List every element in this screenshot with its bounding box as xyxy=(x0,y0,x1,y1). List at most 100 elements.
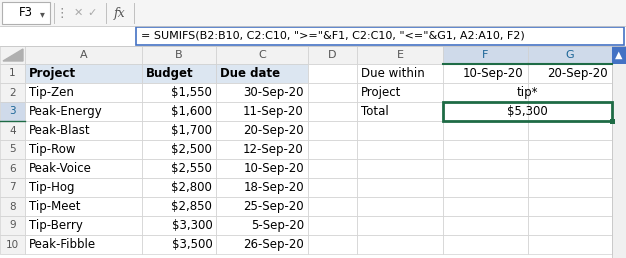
Text: 11-Sep-20: 11-Sep-20 xyxy=(243,105,304,118)
Bar xyxy=(528,83,612,102)
Bar xyxy=(25,178,142,197)
Text: $3,300: $3,300 xyxy=(172,219,212,232)
Text: $1,550: $1,550 xyxy=(172,86,212,99)
Bar xyxy=(216,121,308,140)
Bar xyxy=(528,159,612,178)
Bar xyxy=(25,216,142,235)
Text: E: E xyxy=(396,50,403,60)
Text: 3: 3 xyxy=(9,107,16,117)
Bar xyxy=(308,216,357,235)
Bar xyxy=(0,121,25,140)
Bar xyxy=(142,102,216,121)
Bar xyxy=(0,216,25,235)
Bar xyxy=(25,235,142,254)
Bar xyxy=(610,118,615,124)
Text: $5,300: $5,300 xyxy=(507,105,548,118)
Text: 1: 1 xyxy=(9,69,16,78)
Text: Total: Total xyxy=(361,105,388,118)
Bar xyxy=(25,197,142,216)
Text: ▾: ▾ xyxy=(40,9,45,19)
Text: C: C xyxy=(258,50,266,60)
Bar xyxy=(528,140,612,159)
Bar xyxy=(0,235,25,254)
Text: F3: F3 xyxy=(19,6,33,20)
Text: 10-Sep-20: 10-Sep-20 xyxy=(243,162,304,175)
Text: F: F xyxy=(482,50,488,60)
Bar xyxy=(0,102,25,121)
Bar xyxy=(142,64,216,83)
Bar xyxy=(0,26,626,46)
Bar xyxy=(357,140,443,159)
Bar xyxy=(25,159,142,178)
Bar xyxy=(612,83,626,102)
Bar xyxy=(0,64,25,83)
Bar xyxy=(25,46,142,64)
Bar xyxy=(216,235,308,254)
Text: B: B xyxy=(175,50,183,60)
Text: Peak-Energy: Peak-Energy xyxy=(29,105,103,118)
Text: $2,850: $2,850 xyxy=(172,200,212,213)
Bar xyxy=(216,46,308,64)
Bar xyxy=(308,197,357,216)
Text: $1,700: $1,700 xyxy=(172,124,212,137)
Bar xyxy=(0,46,25,64)
Bar xyxy=(528,216,612,235)
Bar xyxy=(612,159,626,178)
Text: 8: 8 xyxy=(9,201,16,212)
Bar xyxy=(25,140,142,159)
Text: Tip-Row: Tip-Row xyxy=(29,143,76,156)
Bar xyxy=(612,235,626,254)
Text: ✕: ✕ xyxy=(73,8,83,18)
Bar xyxy=(142,121,216,140)
Text: 10: 10 xyxy=(6,239,19,249)
Text: Peak-Fibble: Peak-Fibble xyxy=(29,238,96,251)
Bar xyxy=(443,102,528,121)
Bar xyxy=(528,102,612,121)
Bar xyxy=(443,102,612,121)
Text: 4: 4 xyxy=(9,125,16,135)
Text: 5-Sep-20: 5-Sep-20 xyxy=(250,219,304,232)
Text: 9: 9 xyxy=(9,221,16,230)
Text: A: A xyxy=(80,50,87,60)
Bar xyxy=(2,2,50,24)
Bar xyxy=(357,64,443,83)
Bar xyxy=(528,64,612,83)
Bar xyxy=(528,235,612,254)
Bar xyxy=(612,216,626,235)
Bar xyxy=(357,102,443,121)
Text: $2,800: $2,800 xyxy=(172,181,212,194)
Bar xyxy=(528,178,612,197)
Text: 10-Sep-20: 10-Sep-20 xyxy=(463,67,523,80)
Text: Due within: Due within xyxy=(361,67,424,80)
Bar xyxy=(612,178,626,197)
Text: Tip-Hog: Tip-Hog xyxy=(29,181,74,194)
Bar xyxy=(443,178,528,197)
Text: ⋮: ⋮ xyxy=(56,6,68,20)
Bar xyxy=(216,216,308,235)
Bar xyxy=(216,102,308,121)
Bar xyxy=(0,83,25,102)
Bar xyxy=(612,46,626,64)
Text: fx: fx xyxy=(114,6,126,20)
Bar xyxy=(357,178,443,197)
Bar xyxy=(357,46,443,64)
Bar xyxy=(308,178,357,197)
Text: 5: 5 xyxy=(9,144,16,155)
Bar xyxy=(142,159,216,178)
Bar xyxy=(443,140,528,159)
Bar xyxy=(142,178,216,197)
Text: G: G xyxy=(565,50,574,60)
Bar xyxy=(25,102,142,121)
Text: 18-Sep-20: 18-Sep-20 xyxy=(243,181,304,194)
Bar xyxy=(0,0,626,26)
Bar xyxy=(308,64,357,83)
Bar xyxy=(357,216,443,235)
Bar xyxy=(142,83,216,102)
Text: Tip-Berry: Tip-Berry xyxy=(29,219,83,232)
Bar xyxy=(612,46,626,258)
Bar xyxy=(357,197,443,216)
Bar xyxy=(528,102,612,121)
Text: $2,550: $2,550 xyxy=(172,162,212,175)
Bar xyxy=(443,235,528,254)
Bar xyxy=(308,102,357,121)
